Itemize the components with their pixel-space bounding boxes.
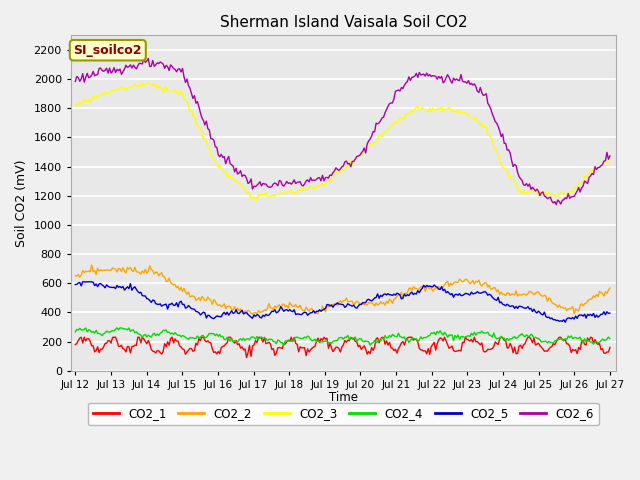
Y-axis label: Soil CO2 (mV): Soil CO2 (mV) — [15, 159, 28, 247]
Title: Sherman Island Vaisala Soil CO2: Sherman Island Vaisala Soil CO2 — [220, 15, 467, 30]
X-axis label: Time: Time — [329, 391, 358, 404]
Legend: CO2_1, CO2_2, CO2_3, CO2_4, CO2_5, CO2_6: CO2_1, CO2_2, CO2_3, CO2_4, CO2_5, CO2_6 — [88, 403, 599, 425]
Text: SI_soilco2: SI_soilco2 — [74, 44, 142, 57]
